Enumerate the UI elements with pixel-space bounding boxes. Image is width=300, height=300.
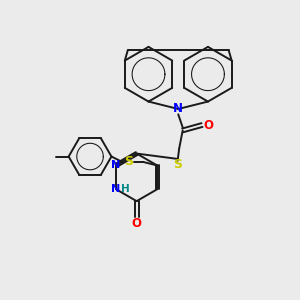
Text: H: H [121,184,129,194]
Text: N: N [111,160,121,170]
Text: S: S [124,155,133,168]
Text: N: N [111,184,121,194]
Text: O: O [132,217,142,230]
Text: N: N [173,102,183,115]
Text: O: O [204,118,214,131]
Text: S: S [173,158,182,171]
